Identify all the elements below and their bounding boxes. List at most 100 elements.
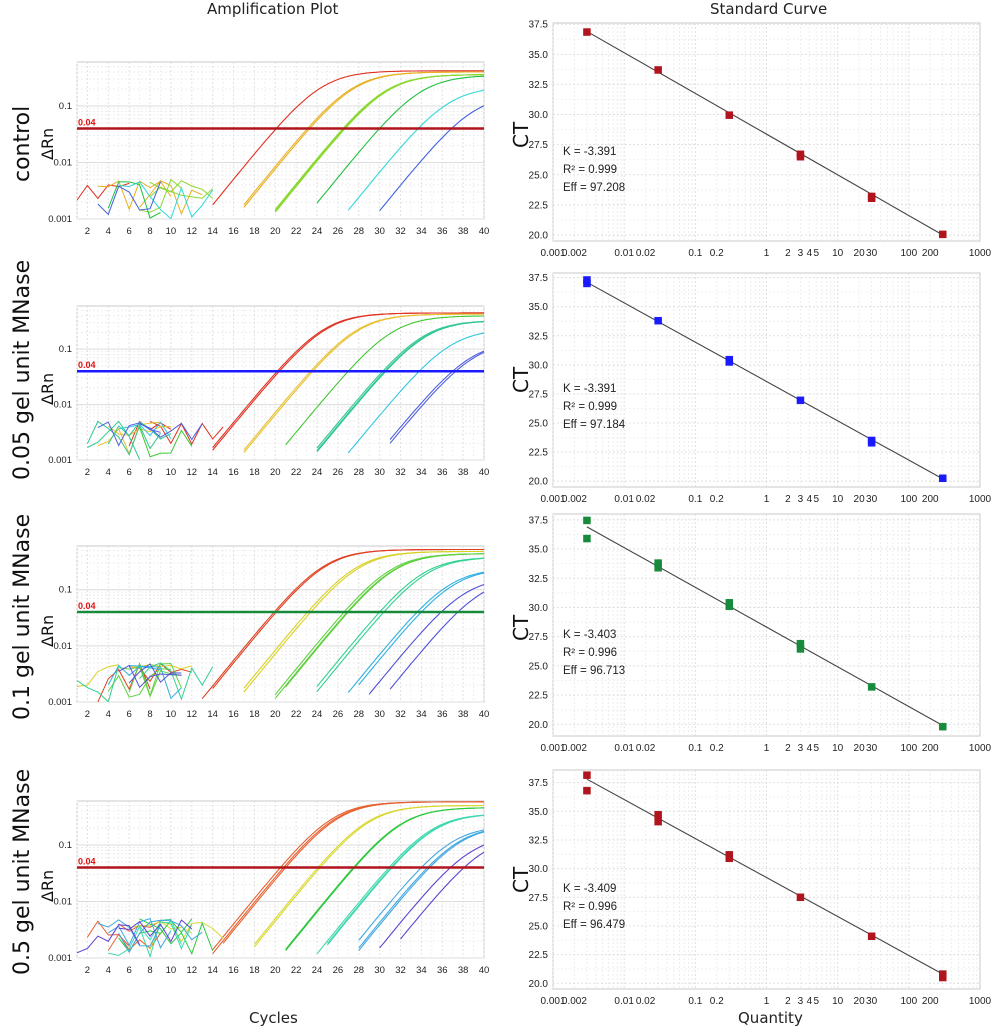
amplification-plot-title: Amplification Plot (207, 0, 339, 18)
x-tick-label: 4 (807, 996, 813, 1007)
x-tick-label: 2 (785, 743, 791, 754)
x-tick-label: 30 (866, 743, 878, 754)
amplification-curve (316, 75, 484, 204)
amplification-curve (285, 553, 484, 688)
x-tick-label: 0.1 (688, 248, 702, 259)
x-tick-label: 10 (166, 226, 177, 237)
fit-line (586, 281, 944, 480)
x-tick-label: 30 (374, 965, 385, 976)
x-tick-label: 18 (249, 965, 260, 976)
y-tick-label: 0.1 (59, 344, 72, 355)
data-point (654, 810, 662, 819)
x-tick-label: 0.2 (710, 494, 724, 505)
x-tick-label: 1 (764, 494, 770, 505)
x-tick-label: 16 (228, 467, 239, 478)
x-tick-label: 4 (106, 226, 111, 237)
x-tick-label: 28 (353, 467, 364, 478)
y-tick-label: 0.01 (54, 400, 73, 411)
x-tick-label: 0.002 (562, 743, 587, 754)
data-point (583, 786, 591, 795)
curves (77, 70, 484, 219)
x-tick-label: 40 (479, 965, 490, 976)
y-tick-label: 0.01 (54, 896, 73, 907)
amplification-curve (358, 830, 484, 949)
x-tick-label: 24 (312, 709, 323, 720)
x-tick-label: 0.02 (636, 743, 656, 754)
x-tick-label: 200 (922, 248, 939, 259)
amplification-curve (243, 550, 484, 693)
y-tick-label: 0.001 (48, 455, 72, 466)
x-tick-label: 34 (416, 709, 427, 720)
data-point (939, 970, 947, 978)
y-tick-label: 0.001 (48, 953, 72, 964)
baseline-noise (128, 663, 182, 684)
x-tick-label: 8 (147, 467, 152, 478)
x-tick-label: 1000 (969, 248, 992, 259)
curves (77, 548, 484, 702)
baseline-noise (77, 924, 141, 954)
efficiency: Eff = 96.479 (563, 919, 626, 931)
x-tick-label: 6 (127, 965, 132, 976)
data-point (939, 722, 947, 731)
x-tick-label: 0.2 (710, 743, 724, 754)
plot-area (76, 305, 485, 461)
y-tick-label: 0.001 (48, 214, 72, 225)
x-tick-label: 14 (207, 467, 218, 478)
x-tick-label: 38 (458, 226, 469, 237)
data-point (583, 534, 591, 543)
baseline-noise (149, 180, 214, 199)
y-tick-label: 0.01 (54, 641, 73, 652)
data-point (796, 893, 805, 902)
x-tick-label: 2 (85, 965, 90, 976)
y-tick-label: 20.0 (529, 477, 549, 488)
x-tick-label: 2 (85, 226, 90, 237)
y-tick-label: 27.5 (529, 632, 549, 643)
data-point (583, 28, 591, 36)
threshold-label: 0.04 (78, 360, 96, 370)
x-tick-label: 100 (900, 743, 917, 754)
data-point (796, 639, 805, 648)
amplification-curve (347, 89, 484, 211)
amplification-plot-3: 2 4 6 8 10 12 14 16 18 20 22 24 26 28 30 32 34 36 38 400.00… (48, 800, 490, 976)
y-axis-label-drn-1: ΔRn (38, 372, 57, 405)
x-tick-label: 38 (458, 709, 469, 720)
fit-line (586, 778, 944, 975)
baseline-noise (87, 420, 141, 460)
x-tick-label: 3 (798, 743, 804, 754)
plot-area (76, 545, 485, 703)
x-tick-label: 38 (458, 965, 469, 976)
data-point (867, 932, 876, 941)
baseline-noise (118, 421, 172, 439)
x-tick-label: 12 (187, 226, 198, 237)
x-axis-label-quantity: Quantity (738, 1009, 803, 1027)
x-tick-label: 14 (207, 226, 218, 237)
y-tick-label: 20.0 (529, 230, 549, 241)
amplification-curve (347, 332, 484, 454)
amplification-curve (389, 350, 484, 440)
x-tick-label: 200 (922, 996, 939, 1007)
x-tick-label: 5 (813, 248, 819, 259)
x-tick-label: 0.002 (562, 248, 587, 259)
baseline-noise (118, 181, 214, 219)
x-tick-label: 32 (395, 965, 406, 976)
y-tick-label: 37.5 (529, 515, 549, 526)
x-tick-label: 0.01 (614, 743, 634, 754)
x-tick-label: 0.1 (688, 996, 702, 1007)
y-tick-label: 27.5 (529, 140, 549, 151)
data-point (654, 66, 662, 74)
x-tick-label: 8 (147, 965, 152, 976)
x-tick-label: 18 (249, 467, 260, 478)
x-tick-label: 0.001 (540, 996, 565, 1007)
x-tick-label: 3 (798, 494, 804, 505)
y-tick-label: 30.0 (529, 110, 549, 121)
amplification-curve (212, 70, 484, 206)
x-tick-label: 36 (437, 709, 448, 720)
y-tick-label: 37.5 (529, 273, 549, 284)
amplification-curve (316, 557, 484, 692)
x-tick-label: 30 (866, 248, 878, 259)
x-tick-label: 0.02 (636, 494, 656, 505)
x-tick-label: 22 (291, 709, 302, 720)
x-tick-label: 2 (785, 996, 791, 1007)
